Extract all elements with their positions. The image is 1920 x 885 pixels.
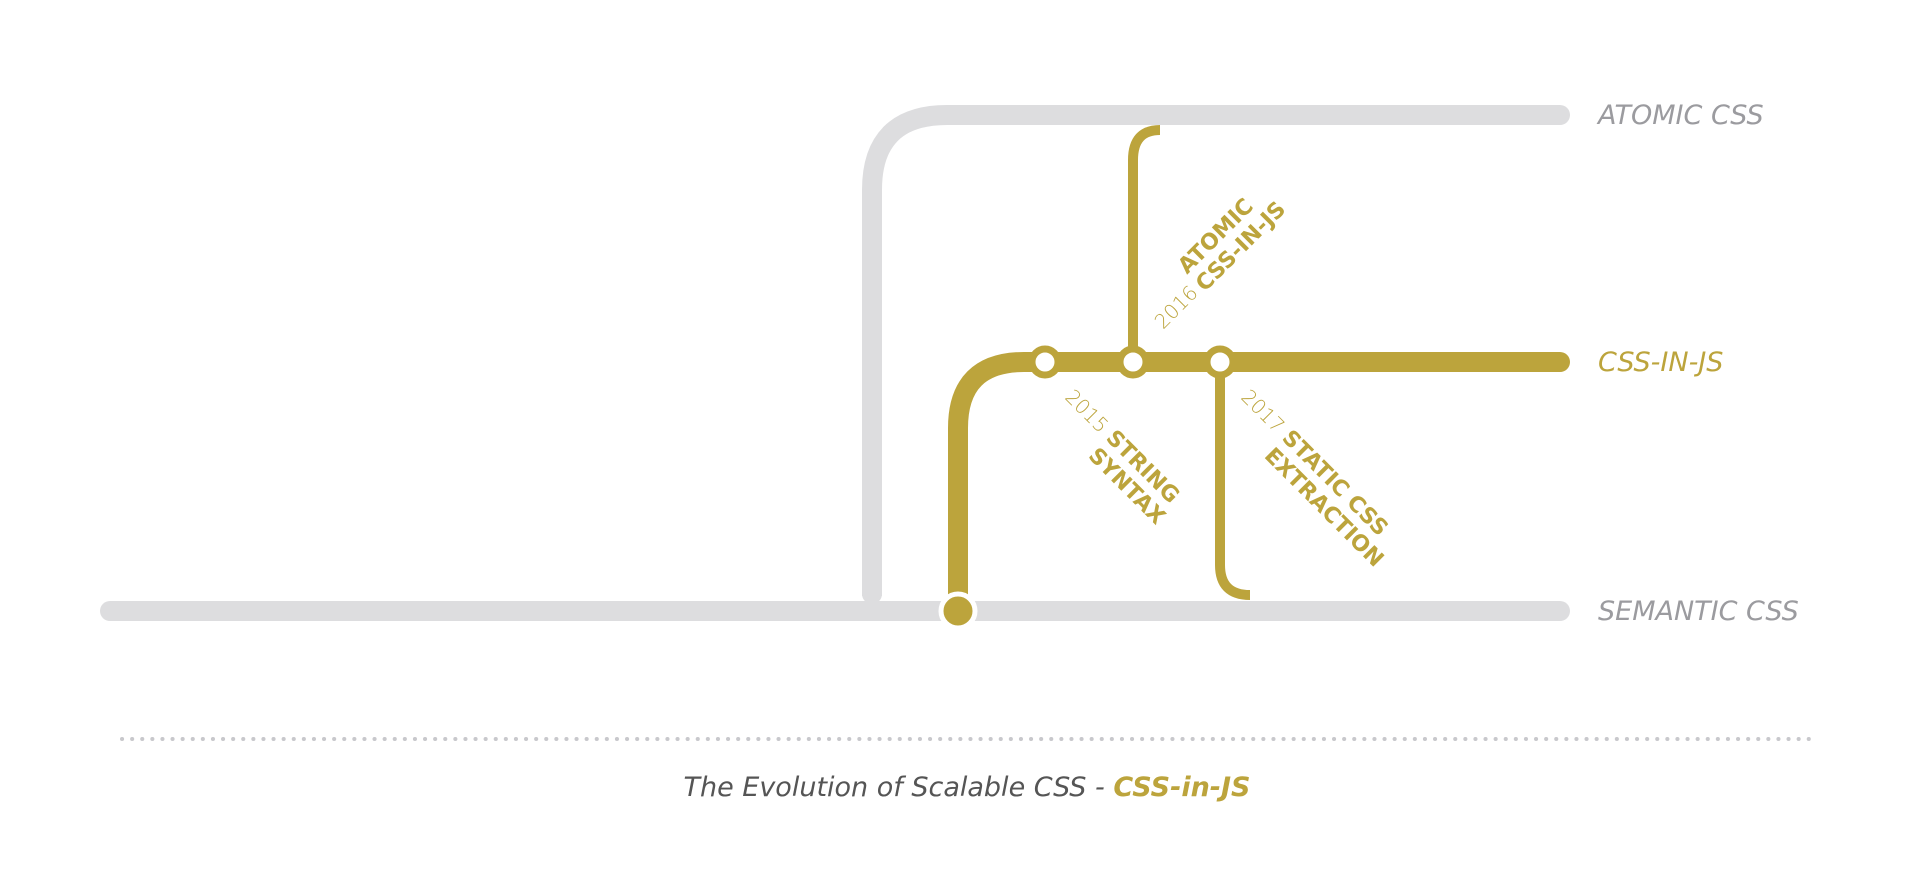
- semantic-css-origin-station: [938, 591, 978, 631]
- css-in-js-line-label: CSS-IN-JS: [1598, 347, 1723, 378]
- static-css-extraction-stop-label: 2017 STATIC CSS EXTRACTION: [1236, 385, 1392, 573]
- static-css-extraction-year: 2017: [1236, 385, 1289, 438]
- caption: The Evolution of Scalable CSS - CSS-in-J…: [683, 772, 1250, 803]
- atomic-css-line-label: ATOMIC CSS: [1596, 100, 1764, 131]
- static-css-extraction-branch: [1215, 362, 1251, 600]
- semantic-css-line-label: SEMANTIC CSS: [1598, 596, 1799, 627]
- atomic-css-in-js-stop-label: 2016 ATOMIC CSS-IN-JS: [1150, 194, 1292, 334]
- atomic-css-in-js-station: [1116, 345, 1150, 379]
- css-in-js-line: [948, 352, 1570, 621]
- string-syntax-station: [1028, 345, 1062, 379]
- caption-prefix: The Evolution of Scalable CSS -: [683, 772, 1113, 803]
- caption-highlight: CSS-in-JS: [1113, 772, 1250, 803]
- static-css-extraction-station: [1203, 345, 1237, 379]
- string-syntax-stop-label: 2015 STRING SYNTAX: [1060, 385, 1183, 530]
- string-syntax-year: 2015: [1060, 385, 1113, 438]
- atomic-css-in-js-branch: [1128, 125, 1161, 362]
- atomic-css-in-js-year: 2016: [1150, 281, 1203, 334]
- atomic-css-line-end-cap: [862, 584, 882, 596]
- atomic-css-line: [862, 105, 1570, 604]
